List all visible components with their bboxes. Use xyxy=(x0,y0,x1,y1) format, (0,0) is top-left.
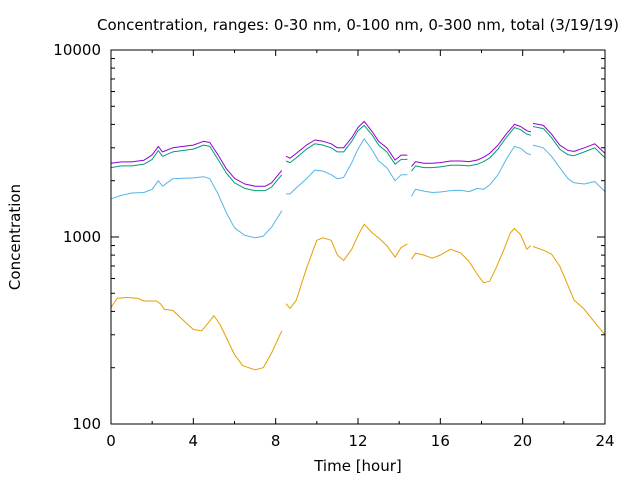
x-tick-label: 24 xyxy=(595,432,614,450)
x-axis-label: Time [hour] xyxy=(313,457,402,475)
series-line-segment xyxy=(110,144,283,192)
series-line-segment xyxy=(532,126,606,159)
x-tick-label: 4 xyxy=(189,432,199,450)
series-4 xyxy=(110,120,606,187)
x-tick-label: 20 xyxy=(513,432,532,450)
series-line-segment xyxy=(285,223,408,309)
series-line-segment xyxy=(110,176,283,239)
y-axis-label: Concentration xyxy=(6,184,24,290)
series-line-segment xyxy=(110,140,283,187)
y-tick-label: 10000 xyxy=(53,41,101,59)
series-line-segment xyxy=(411,145,532,197)
series-layer xyxy=(110,120,606,371)
series-line-segment xyxy=(285,124,408,165)
series-2 xyxy=(110,138,606,239)
series-line-segment xyxy=(110,297,283,371)
series-line-segment xyxy=(532,144,606,192)
series-line-segment xyxy=(411,127,532,172)
series-line-segment xyxy=(411,123,532,167)
series-line-segment xyxy=(286,138,408,195)
x-tick-label: 0 xyxy=(106,432,116,450)
series-line-segment xyxy=(411,228,532,284)
plot-frame xyxy=(110,49,606,425)
x-tick-label: 8 xyxy=(271,432,281,450)
tick-layer: 0 4 8 12 16 20 24 100 1000 10000 xyxy=(53,41,614,450)
y-tick-label: 100 xyxy=(72,415,101,433)
x-tick-label: 12 xyxy=(348,432,367,450)
series-line-segment xyxy=(532,246,606,336)
series-3 xyxy=(110,124,606,192)
series-line-segment xyxy=(532,122,606,154)
chart-title: Concentration, ranges: 0-30 nm, 0-100 nm… xyxy=(97,16,619,34)
series-1 xyxy=(110,223,606,371)
series-line-segment xyxy=(285,120,408,161)
x-tick-label: 16 xyxy=(431,432,450,450)
y-tick-label: 1000 xyxy=(63,228,101,246)
